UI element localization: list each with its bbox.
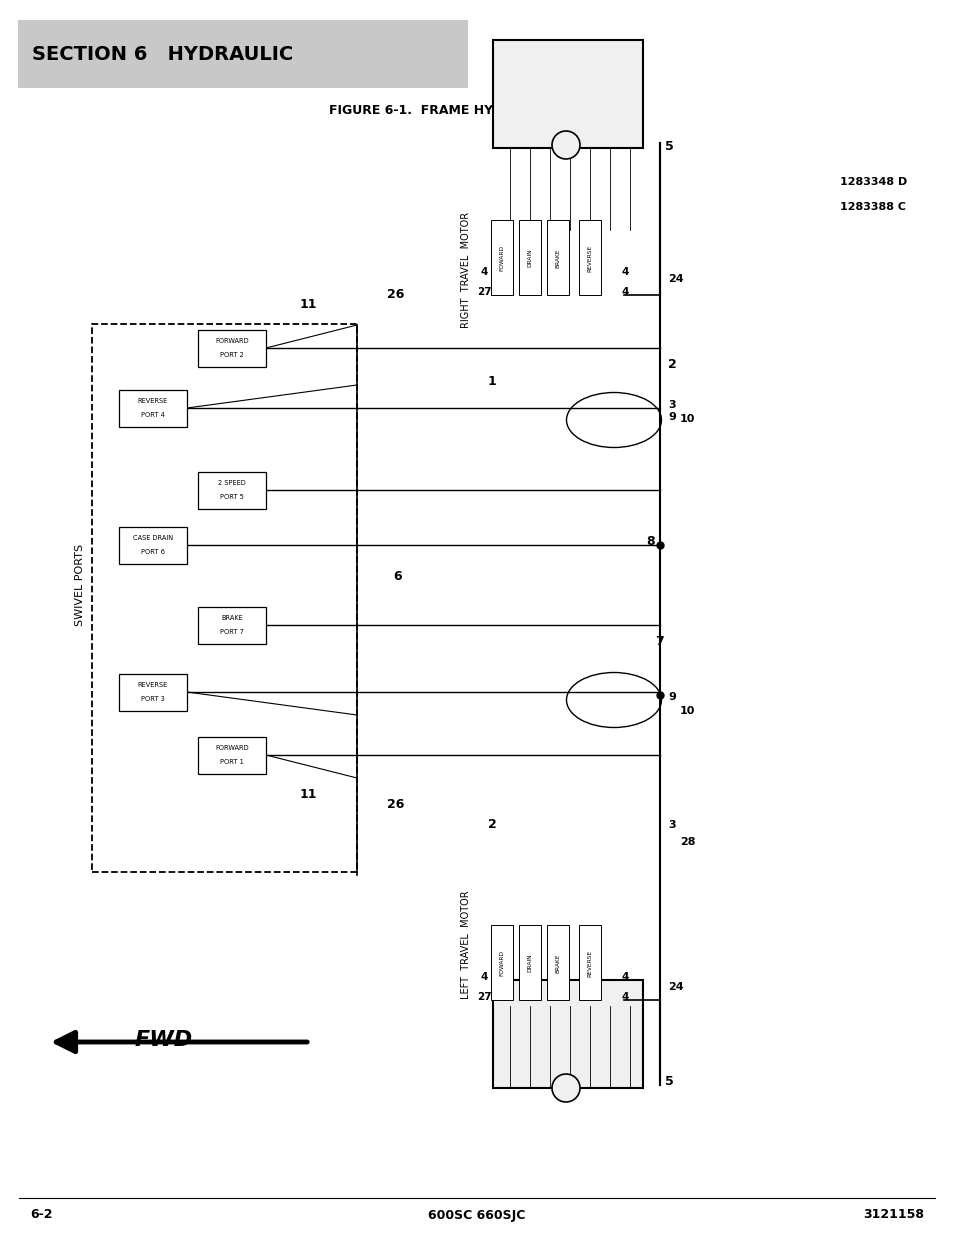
Circle shape — [552, 1074, 579, 1102]
Text: LEFT  TRAVEL  MOTOR: LEFT TRAVEL MOTOR — [460, 890, 471, 999]
Text: 4: 4 — [621, 992, 629, 1002]
Text: 3: 3 — [667, 400, 675, 410]
Text: 11: 11 — [299, 298, 316, 311]
Text: 27: 27 — [476, 287, 492, 296]
Text: BRAKE: BRAKE — [555, 248, 560, 268]
Text: 26: 26 — [387, 288, 404, 301]
Text: 7: 7 — [655, 635, 663, 648]
Text: 5: 5 — [664, 1074, 673, 1088]
Text: 10: 10 — [679, 706, 695, 716]
Text: 4: 4 — [621, 267, 629, 277]
Text: PORT 4: PORT 4 — [141, 412, 165, 417]
Text: PORT 6: PORT 6 — [141, 550, 165, 555]
Text: 5: 5 — [664, 140, 673, 153]
Text: 11: 11 — [299, 788, 316, 802]
Text: 9: 9 — [667, 692, 675, 701]
Text: 24: 24 — [667, 982, 683, 992]
Text: 1283348 D: 1283348 D — [840, 177, 906, 186]
Text: 2 SPEED: 2 SPEED — [218, 480, 246, 487]
Circle shape — [552, 131, 579, 159]
Text: CASE DRAIN: CASE DRAIN — [132, 535, 172, 541]
Text: DRAIN: DRAIN — [527, 248, 532, 267]
Text: RIGHT  TRAVEL  MOTOR: RIGHT TRAVEL MOTOR — [460, 212, 471, 329]
Text: BRAKE: BRAKE — [221, 615, 243, 621]
Text: 27: 27 — [476, 992, 492, 1002]
Bar — [491, 925, 513, 1000]
Text: 3121158: 3121158 — [862, 1209, 923, 1221]
Bar — [198, 330, 266, 367]
Bar — [493, 40, 642, 148]
Bar — [119, 389, 187, 426]
Text: PORT 7: PORT 7 — [220, 629, 244, 635]
Bar — [518, 220, 540, 295]
Text: 9: 9 — [667, 412, 675, 422]
Bar — [119, 673, 187, 710]
Bar — [198, 472, 266, 509]
Text: 2: 2 — [487, 818, 496, 831]
Text: FORWARD: FORWARD — [215, 338, 249, 345]
Text: 4: 4 — [480, 972, 488, 982]
Text: SECTION 6   HYDRAULIC: SECTION 6 HYDRAULIC — [32, 46, 293, 64]
Text: REVERSE: REVERSE — [587, 950, 592, 977]
Bar — [546, 220, 568, 295]
Bar — [198, 736, 266, 773]
Bar — [18, 20, 468, 88]
Text: 3: 3 — [667, 820, 675, 830]
Text: DRAIN: DRAIN — [527, 953, 532, 972]
Text: PORT 3: PORT 3 — [141, 697, 165, 701]
Text: FOWARD: FOWARD — [499, 245, 504, 270]
Bar — [493, 981, 642, 1088]
Text: 24: 24 — [667, 274, 683, 284]
Text: SWIVEL PORTS: SWIVEL PORTS — [75, 543, 85, 626]
Text: 28: 28 — [679, 837, 695, 847]
Bar — [119, 526, 187, 563]
Text: 1283388 C: 1283388 C — [840, 203, 905, 212]
Text: FWD: FWD — [135, 1030, 193, 1050]
Text: REVERSE: REVERSE — [587, 245, 592, 272]
Text: FOWARD: FOWARD — [499, 950, 504, 976]
Text: 6: 6 — [394, 571, 402, 583]
Text: 4: 4 — [621, 972, 629, 982]
Text: 4: 4 — [621, 287, 629, 296]
Text: 8: 8 — [645, 535, 654, 548]
Text: PORT 1: PORT 1 — [220, 760, 244, 764]
Text: PORT 5: PORT 5 — [220, 494, 244, 500]
Bar — [491, 220, 513, 295]
Bar — [578, 220, 600, 295]
Text: 26: 26 — [387, 798, 404, 811]
Text: PORT 2: PORT 2 — [220, 352, 244, 358]
Bar — [91, 324, 356, 872]
Bar — [198, 606, 266, 643]
Bar — [546, 925, 568, 1000]
Text: 10: 10 — [679, 414, 695, 424]
Text: REVERSE: REVERSE — [138, 682, 168, 688]
Bar — [578, 925, 600, 1000]
Text: 2: 2 — [667, 358, 676, 370]
Text: 600SC 660SJC: 600SC 660SJC — [428, 1209, 525, 1221]
Text: BRAKE: BRAKE — [555, 953, 560, 973]
Text: REVERSE: REVERSE — [138, 398, 168, 404]
Text: 6-2: 6-2 — [30, 1209, 52, 1221]
Text: FIGURE 6-1.  FRAME HYDRAULIC DIAGRAM: FIGURE 6-1. FRAME HYDRAULIC DIAGRAM — [329, 104, 624, 116]
Text: 1: 1 — [487, 375, 496, 388]
Text: FORWARD: FORWARD — [215, 745, 249, 751]
Bar — [518, 925, 540, 1000]
Text: 4: 4 — [480, 267, 488, 277]
